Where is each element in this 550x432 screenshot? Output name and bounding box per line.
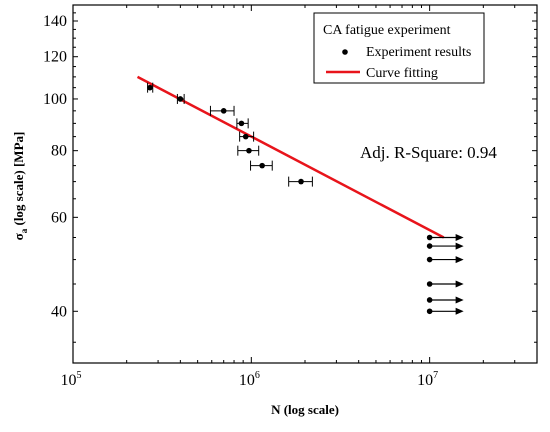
y-axis-label: σa (log scale) [MPa] [11,132,29,241]
x-tick-exponent: 7 [433,370,438,381]
x-tick-base: 10 [61,372,77,389]
data-point [242,133,249,140]
y-axis-label-sub: a [19,228,29,233]
x-tick-exponent: 6 [255,370,260,381]
runout-layer [426,233,464,315]
data-point [298,178,304,185]
runout-arrow-head [455,307,464,315]
y-tick-label: 40 [51,303,67,320]
runout-point [426,243,433,249]
runout-arrow-head [455,242,464,250]
y-axis-label-main: σ [11,233,26,240]
legend-dot-marker [342,49,348,55]
runout-arrow-head [455,296,464,304]
runout-arrow-head [455,280,464,288]
x-tick-base: 10 [417,372,433,389]
runout-point [426,308,433,315]
curve-fitting-line [136,75,445,239]
y-axis-ticks: 40 60 80 100 120 140 [43,12,537,343]
data-point [220,108,227,114]
data-point [177,96,184,102]
legend-label-curve: Curve fitting [366,66,438,81]
data-point [147,84,153,91]
x-axis-ticks: 105 106 107 [61,5,538,389]
x-tick-label: 106 [239,370,260,389]
fit-line-layer [136,75,445,239]
x-tick-base: 10 [239,372,255,389]
data-point [246,147,252,154]
legend-title: CA fatigue experiment [323,23,451,38]
y-axis-label-rest: (log scale) [MPa] [11,132,26,229]
y-tick-label: 120 [43,49,67,66]
y-tick-label: 140 [43,13,67,30]
points-layer [147,82,313,187]
legend-label-experiment: Experiment results [366,45,471,60]
legend: CA fatigue experiment Experiment results… [313,12,485,84]
y-tick-label: 100 [43,91,67,108]
runout-point [426,256,433,263]
runout-arrow-head [455,256,464,264]
x-tick-label: 107 [417,370,438,389]
r-square-annotation: Adj. R-Square: 0.94 [360,143,497,162]
x-tick-label: 105 [61,370,82,389]
x-tick-exponent: 5 [77,370,82,381]
data-point [259,162,265,169]
runout-point [426,234,433,241]
x-axis-label: N (log scale) [271,402,339,417]
data-point [238,120,245,127]
runout-point [426,281,433,287]
runout-point [426,297,433,303]
y-tick-label: 60 [51,209,67,226]
runout-arrow-head [455,233,464,241]
y-tick-label: 80 [51,143,67,160]
